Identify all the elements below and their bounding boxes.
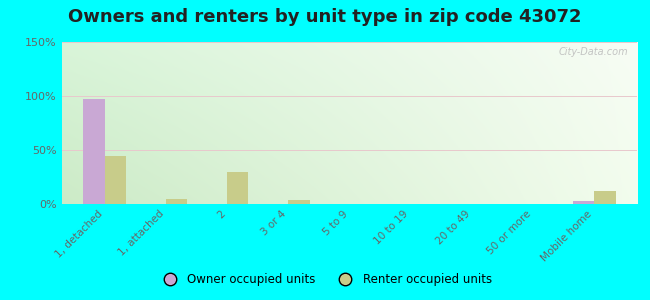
- Bar: [288, 200, 309, 204]
- Bar: [83, 99, 105, 204]
- Legend: Owner occupied units, Renter occupied units: Owner occupied units, Renter occupied un…: [153, 269, 497, 291]
- Bar: [573, 201, 594, 204]
- Text: Owners and renters by unit type in zip code 43072: Owners and renters by unit type in zip c…: [68, 8, 582, 26]
- Bar: [105, 157, 126, 204]
- Bar: [166, 199, 187, 204]
- Bar: [594, 191, 616, 204]
- Text: City-Data.com: City-Data.com: [559, 47, 629, 57]
- Bar: [227, 172, 248, 204]
